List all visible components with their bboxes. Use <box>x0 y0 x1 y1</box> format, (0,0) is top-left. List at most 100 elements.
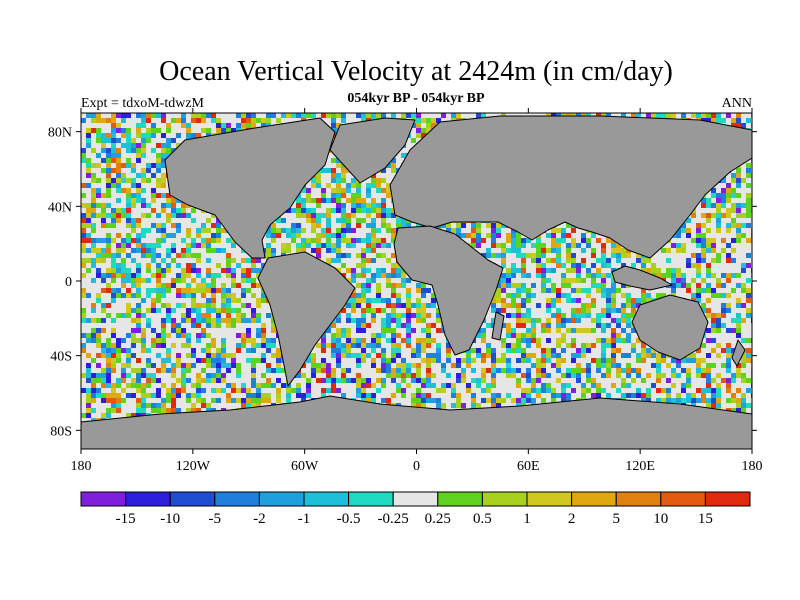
velocity-cell <box>561 238 566 243</box>
velocity-cell <box>436 398 441 403</box>
velocity-cell <box>161 173 166 178</box>
velocity-cell <box>91 243 96 248</box>
velocity-cell <box>516 253 521 258</box>
velocity-cell <box>96 193 101 198</box>
velocity-cell <box>116 198 121 203</box>
velocity-cell <box>201 113 206 118</box>
velocity-cell <box>156 143 161 148</box>
velocity-cell <box>726 368 731 373</box>
velocity-cell <box>191 323 196 328</box>
velocity-cell <box>151 188 156 193</box>
velocity-cell <box>156 193 161 198</box>
velocity-cell <box>466 353 471 358</box>
velocity-cell <box>326 343 331 348</box>
velocity-cell <box>616 373 621 378</box>
velocity-cell <box>596 323 601 328</box>
velocity-cell <box>226 273 231 278</box>
velocity-cell <box>411 363 416 368</box>
velocity-cell <box>666 398 671 403</box>
velocity-cell <box>491 308 496 313</box>
velocity-cell <box>361 393 366 398</box>
velocity-cell <box>396 303 401 308</box>
velocity-cell <box>116 188 121 193</box>
velocity-cell <box>271 113 276 118</box>
velocity-cell <box>721 363 726 368</box>
velocity-cell <box>511 398 516 403</box>
velocity-cell <box>181 343 186 348</box>
velocity-cell <box>296 223 301 228</box>
velocity-cell <box>136 238 141 243</box>
velocity-cell <box>261 118 266 123</box>
velocity-cell <box>86 293 91 298</box>
velocity-cell <box>566 398 571 403</box>
velocity-cell <box>106 188 111 193</box>
velocity-cell <box>611 288 616 293</box>
velocity-cell <box>541 368 546 373</box>
velocity-cell <box>236 298 241 303</box>
velocity-cell <box>576 368 581 373</box>
velocity-cell <box>161 323 166 328</box>
velocity-cell <box>246 328 251 333</box>
velocity-cell <box>331 378 336 383</box>
velocity-cell <box>176 213 181 218</box>
velocity-cell <box>151 243 156 248</box>
velocity-cell <box>296 248 301 253</box>
velocity-cell <box>371 198 376 203</box>
velocity-cell <box>81 183 86 188</box>
velocity-cell <box>736 408 741 413</box>
velocity-cell <box>116 348 121 353</box>
velocity-cell <box>406 288 411 293</box>
velocity-cell <box>161 343 166 348</box>
velocity-cell <box>211 233 216 238</box>
velocity-cell <box>276 228 281 233</box>
velocity-cell <box>86 213 91 218</box>
velocity-cell <box>741 203 746 208</box>
velocity-cell <box>381 323 386 328</box>
velocity-cell <box>526 373 531 378</box>
velocity-cell <box>586 273 591 278</box>
velocity-cell <box>236 318 241 323</box>
velocity-cell <box>291 228 296 233</box>
velocity-cell <box>241 388 246 393</box>
velocity-cell <box>256 398 261 403</box>
velocity-cell <box>336 333 341 338</box>
velocity-cell <box>396 353 401 358</box>
velocity-cell <box>196 243 201 248</box>
velocity-cell <box>481 398 486 403</box>
velocity-cell <box>156 283 161 288</box>
velocity-cell <box>576 318 581 323</box>
velocity-cell <box>161 193 166 198</box>
velocity-cell <box>266 368 271 373</box>
velocity-cell <box>716 328 721 333</box>
velocity-cell <box>351 273 356 278</box>
velocity-cell <box>401 358 406 363</box>
velocity-cell <box>391 268 396 273</box>
velocity-cell <box>166 313 171 318</box>
velocity-cell <box>216 358 221 363</box>
velocity-cell <box>576 243 581 248</box>
velocity-cell <box>331 338 336 343</box>
velocity-cell <box>641 263 646 268</box>
velocity-cell <box>551 283 556 288</box>
velocity-cell <box>376 273 381 278</box>
velocity-cell <box>166 303 171 308</box>
velocity-cell <box>741 283 746 288</box>
velocity-cell <box>141 408 146 413</box>
velocity-cell <box>181 333 186 338</box>
velocity-cell <box>671 373 676 378</box>
velocity-cell <box>126 348 131 353</box>
velocity-cell <box>741 303 746 308</box>
velocity-cell <box>316 218 321 223</box>
velocity-cell <box>696 398 701 403</box>
velocity-cell <box>126 243 131 248</box>
velocity-cell <box>701 388 706 393</box>
velocity-cell <box>321 358 326 363</box>
velocity-cell <box>366 278 371 283</box>
velocity-cell <box>226 398 231 403</box>
velocity-cell <box>376 203 381 208</box>
velocity-cell <box>361 198 366 203</box>
velocity-cell <box>741 123 746 128</box>
velocity-cell <box>616 388 621 393</box>
velocity-cell <box>576 373 581 378</box>
velocity-cell <box>96 328 101 333</box>
